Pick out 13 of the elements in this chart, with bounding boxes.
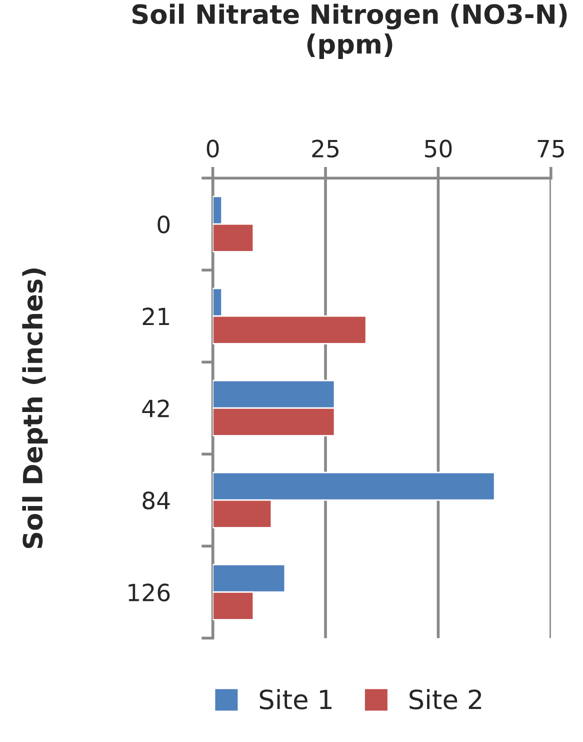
y-tick-label: 84 [142,492,170,510]
chart-title: Soil Nitrate Nitrogen (NO3-N) (ppm) [132,4,567,60]
y-tick-label: 126 [128,584,170,602]
y-tick-label: 0 [158,216,170,234]
x-tick-label: 0 [206,140,219,158]
x-tick-label: 25 [312,140,338,158]
y-tick-label: 21 [142,308,169,326]
legend-label: Site 1 [260,689,332,710]
x-tick-label: 75 [538,140,564,158]
y-tick-label: 42 [142,400,169,418]
x-tick-label: 50 [425,140,452,158]
legend-label: Site 2 [410,689,482,710]
y-axis-title: Soil Depth (inches) [22,268,48,548]
